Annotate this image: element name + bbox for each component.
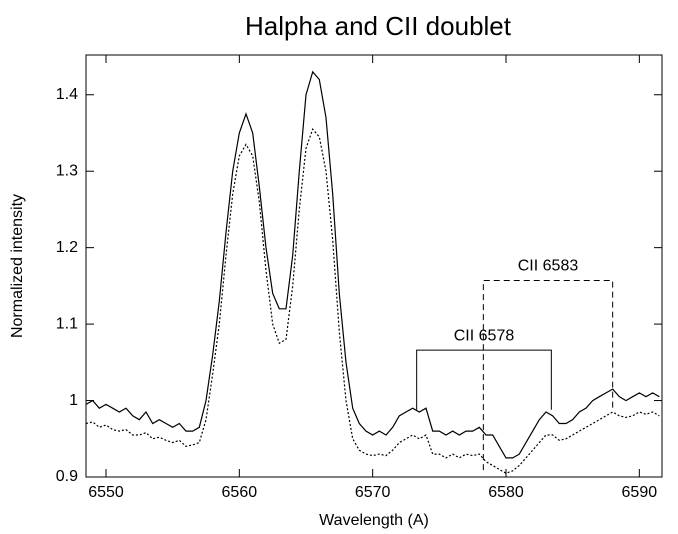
- x-tick-label: 6570: [355, 484, 391, 501]
- y-tick-label: 1.4: [56, 86, 78, 103]
- y-tick-label: 1.2: [56, 239, 78, 256]
- x-tick-label: 6580: [488, 484, 524, 501]
- chart-title: Halpha and CII doublet: [245, 11, 512, 41]
- spectrum-line: [85, 70, 660, 459]
- annotation-bracket: [416, 349, 552, 410]
- y-axis-label: Normalized intensity: [9, 194, 26, 338]
- y-tick-label: 1.3: [56, 162, 78, 179]
- annotation-label: CII 6583: [518, 258, 579, 275]
- x-tick-label: 6590: [622, 484, 658, 501]
- y-tick-label: 0.9: [56, 468, 78, 485]
- plot-frame: [85, 54, 663, 478]
- y-tick-label: 1: [69, 392, 78, 409]
- y-tick-label: 1.1: [56, 315, 78, 332]
- x-tick-label: 6550: [88, 484, 124, 501]
- spectrum-line: [85, 128, 660, 474]
- x-axis-label: Wavelength (A): [319, 512, 429, 529]
- annotation-bracket: [482, 280, 614, 471]
- annotation-label: CII 6578: [454, 327, 515, 344]
- x-tick-label: 6560: [222, 484, 258, 501]
